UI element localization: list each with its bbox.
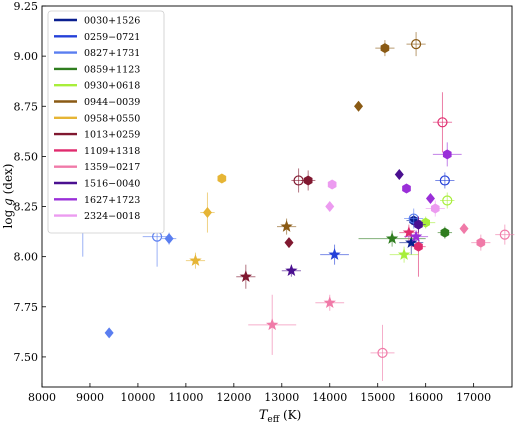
star-point [385, 232, 399, 244]
star-point [266, 318, 279, 331]
legend-label: 0958+0550 [84, 113, 140, 124]
series-5 [277, 32, 426, 235]
data-points [68, 32, 515, 381]
star-point [280, 220, 293, 232]
legend-label: 0944−0039 [84, 97, 140, 108]
series-11 [402, 142, 462, 243]
series-1 [320, 172, 455, 265]
series-9 [248, 223, 515, 381]
legend-box [47, 10, 165, 234]
hexagon-point [442, 149, 452, 160]
legend-label: 0827+1731 [84, 48, 140, 59]
diamond-point [394, 168, 404, 180]
y-tick-label: 7.50 [14, 351, 39, 364]
x-tick-label: 9000 [76, 391, 104, 404]
hexagon-point [440, 227, 450, 238]
star-point [405, 236, 418, 248]
y-tick-label: 8.00 [14, 251, 39, 264]
diamond-point [459, 223, 469, 235]
legend-label: 1516−0040 [84, 179, 140, 190]
plot-frame [41, 5, 513, 388]
legend-label: 0930+0618 [84, 81, 140, 92]
x-tick-label: 13000 [264, 391, 299, 404]
star-point [285, 264, 298, 276]
legend-label: 0030+1526 [84, 16, 140, 27]
x-tick-label: 10000 [120, 391, 155, 404]
y-axis-label-unit: (dex) [1, 164, 15, 199]
series-7 [236, 168, 316, 289]
open-circle-point [439, 175, 450, 186]
legend-label: 1109+1318 [84, 146, 140, 157]
diamond-point [425, 193, 435, 205]
hexagon-point [327, 179, 337, 190]
legend-label: 0259−0721 [84, 32, 140, 43]
hexagon-point [430, 203, 440, 214]
diamond-point [164, 233, 174, 245]
legend-label: 1359−0217 [84, 162, 140, 173]
x-axis-label-unit: (K) [279, 408, 301, 422]
y-tick-label: 8.25 [14, 201, 39, 214]
y-tick-label: 8.50 [14, 150, 39, 163]
hexagon-point [303, 175, 313, 186]
star-point [409, 230, 423, 242]
y-tick-label: 8.75 [14, 100, 39, 113]
hexagon-point [402, 183, 411, 194]
hexagon-point [217, 173, 227, 184]
x-axis-label-sub: eff [267, 415, 279, 425]
x-axis-label: Teff (K) [259, 408, 302, 425]
x-tick-label: 17000 [456, 391, 491, 404]
star-point [328, 248, 341, 260]
star-point [323, 296, 336, 309]
series-3 [358, 226, 453, 247]
diamond-point [104, 327, 114, 339]
y-tick-label: 9.00 [14, 50, 39, 63]
legend-label: 0859+1123 [84, 64, 140, 75]
series-6 [185, 173, 227, 269]
x-tick-label: 8000 [28, 391, 56, 404]
star-point [189, 254, 202, 266]
legend-label: 2324−0018 [84, 211, 140, 222]
x-tick-label: 11000 [168, 391, 203, 404]
hexagon-point [414, 241, 423, 252]
y-tick-label: 9.25 [14, 0, 39, 13]
axis-ticks: 8000 9000 10000 11000 12000 13000 14000 15000 16… [14, 0, 492, 404]
diamond-point [354, 100, 364, 112]
open-circle-point [442, 195, 453, 206]
series-10 [281, 168, 426, 277]
x-tick-label: 16000 [408, 391, 443, 404]
open-circle-point [377, 347, 388, 359]
legend-label: 1627+1723 [84, 195, 140, 206]
open-circle-point [499, 229, 510, 240]
x-tick-label: 12000 [216, 391, 251, 404]
y-axis-label-var: g [1, 198, 15, 206]
star-point [397, 248, 411, 260]
diamond-point [325, 201, 335, 213]
star-point [239, 270, 253, 282]
open-circle-point [410, 38, 422, 50]
legend-label: 1013+0259 [84, 130, 140, 141]
series-12 [325, 179, 445, 217]
diamond-point [284, 237, 294, 249]
hexagon-point [414, 219, 423, 230]
star-point [402, 226, 416, 238]
open-circle-point [437, 117, 448, 128]
y-axis-label: log g (dex) [1, 164, 15, 229]
x-tick-label: 14000 [312, 391, 347, 404]
hexagon-point [380, 43, 390, 54]
y-tick-label: 7.75 [14, 301, 39, 314]
x-tick-label: 15000 [360, 391, 395, 404]
y-axis-label-main: log [1, 206, 15, 229]
legend: 0030+1526 0259−0721 0827+1731 0859+1123 0930… [47, 10, 165, 234]
hexagon-point [476, 237, 486, 248]
diamond-point [202, 207, 212, 219]
x-axis-label-main: T [259, 408, 269, 423]
